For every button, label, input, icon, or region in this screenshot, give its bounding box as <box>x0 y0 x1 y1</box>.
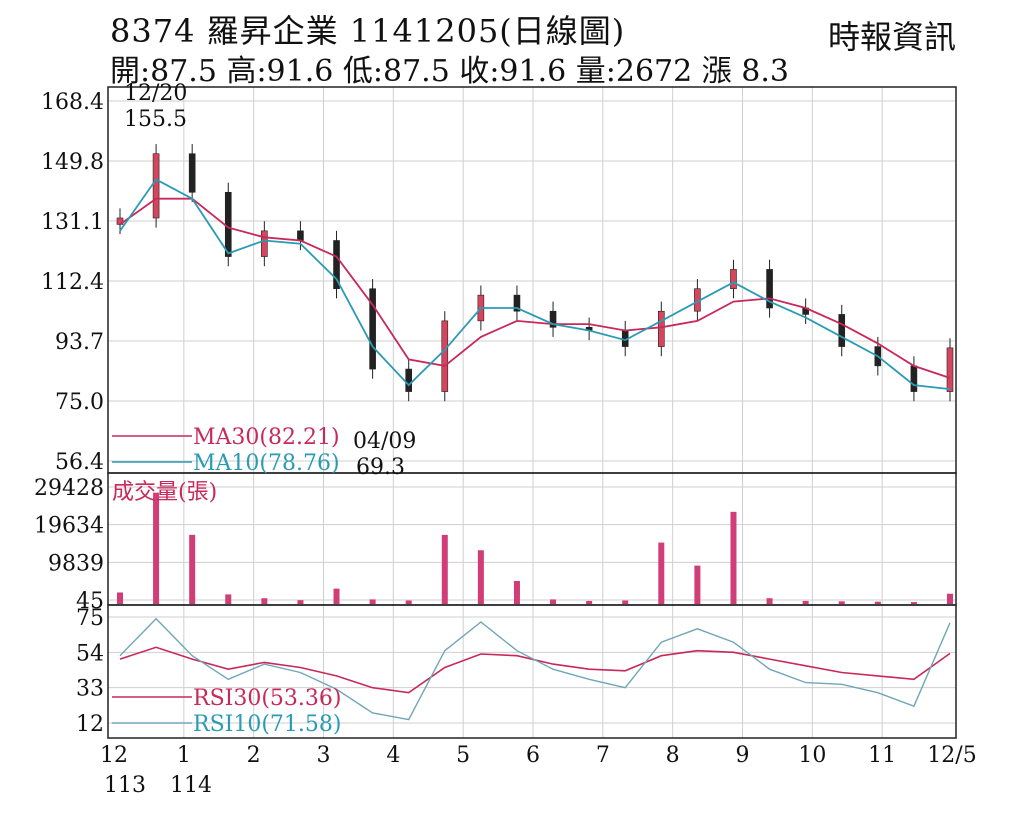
volume-bar <box>405 600 412 604</box>
price-panel <box>107 86 957 474</box>
x-tick-label: 1 <box>177 743 191 768</box>
legend-ma30: MA30(82.21) <box>193 425 340 450</box>
candle <box>224 191 232 257</box>
price-y-tick: 56.4 <box>55 450 104 475</box>
legend-ma10: MA10(78.76) <box>193 451 340 476</box>
volume-bar <box>838 601 845 604</box>
price-y-tick: 168.4 <box>41 90 104 115</box>
x-tick-label: 11 <box>868 743 896 768</box>
price-y-tick: 93.7 <box>55 330 104 355</box>
annotation-high-date: 12/20 <box>124 81 187 106</box>
x-tick-label: 7 <box>596 743 610 768</box>
candle <box>658 310 665 347</box>
legend-rsi30: RSI30(53.36) <box>193 686 341 711</box>
rsi10-line <box>119 617 951 721</box>
rsi-panel <box>107 604 957 739</box>
chart-title: 8374 羅昇企業 1141205(日線圖) <box>110 12 626 50</box>
volume-bar <box>153 492 160 604</box>
rsi-y-tick: 75 <box>76 606 104 631</box>
volume-bar <box>297 600 304 604</box>
volume-bar <box>513 580 520 604</box>
legend-rsi10: RSI10(71.58) <box>193 712 341 737</box>
price-y-tick: 131.1 <box>41 210 104 235</box>
volume-bar <box>477 550 484 604</box>
volume-bar <box>622 600 629 604</box>
x-tick-label: 12 <box>100 743 128 768</box>
rsi-y-tick: 33 <box>76 677 104 702</box>
price-y-tick: 112.4 <box>41 270 104 295</box>
volume-bar <box>802 600 809 604</box>
ma10-line <box>119 178 951 390</box>
x-axis-ticks: 12 1 2 3 4 5 6 7 8 9 10 11 12/5 <box>100 743 977 768</box>
ma30-line <box>119 197 951 379</box>
volume-bar <box>766 598 773 604</box>
annotation-low-date: 04/09 <box>353 429 416 454</box>
candle <box>513 294 521 312</box>
price-y-tick: 149.8 <box>41 150 104 175</box>
volume-bar <box>658 542 665 604</box>
volume-bar <box>189 534 196 604</box>
x-tick-label: 4 <box>386 743 400 768</box>
volume-bar <box>369 599 376 604</box>
candle <box>441 320 449 392</box>
candle <box>152 153 160 219</box>
candle <box>766 269 773 309</box>
volume-bar <box>441 534 448 604</box>
candle <box>730 269 737 290</box>
x-tick-label: 9 <box>736 743 750 768</box>
volume-y-tick: 9839 <box>48 551 104 576</box>
volume-title: 成交量(張) <box>112 480 217 505</box>
volume-panel <box>107 472 957 606</box>
volume-bar <box>694 565 701 604</box>
annotation-high-value: 155.5 <box>124 107 187 132</box>
x-tick-label: 2 <box>247 743 261 768</box>
candle <box>838 314 846 347</box>
rsi-y-tick: 12 <box>76 712 104 737</box>
volume-y-tick: 29428 <box>34 476 104 501</box>
volume-bar <box>261 598 268 604</box>
x-tick-label: 8 <box>666 743 680 768</box>
volume-bar <box>947 593 953 604</box>
candle <box>333 240 340 290</box>
volume-bar <box>586 600 593 604</box>
candle <box>188 153 196 193</box>
volume-bar <box>730 511 737 604</box>
candle <box>910 365 918 392</box>
price-y-tick: 75.0 <box>55 390 104 415</box>
volume-bar <box>333 588 340 604</box>
volume-bar <box>874 601 881 604</box>
volume-bars <box>117 492 953 604</box>
candle <box>369 288 376 370</box>
rsi-y-tick: 54 <box>76 641 104 666</box>
candle <box>946 347 954 392</box>
candle <box>297 230 304 241</box>
volume-bar <box>910 602 917 604</box>
candle <box>405 368 412 392</box>
volume-y-ticks: 29428 19634 9839 45 <box>34 476 104 614</box>
source-label: 時報資訊 <box>827 18 956 56</box>
x-tick-label: 5 <box>456 743 470 768</box>
volume-bar <box>550 599 557 604</box>
candlestick-series <box>116 144 954 402</box>
candle <box>549 310 557 328</box>
volume-bar <box>225 594 232 604</box>
year-label-113: 113 <box>104 773 146 798</box>
year-label-114: 114 <box>170 773 212 798</box>
grid-lines <box>108 87 956 738</box>
x-tick-label: 10 <box>798 743 826 768</box>
ohlc-summary: 開:87.5 高:91.6 低:87.5 收:91.6 量:2672 漲 8.3 <box>110 54 789 89</box>
candle <box>261 230 268 257</box>
x-tick-label: 12/5 <box>927 743 976 768</box>
volume-y-tick: 45 <box>76 589 104 614</box>
volume-y-tick: 19634 <box>34 514 104 539</box>
volume-bar <box>117 592 123 604</box>
x-tick-label: 3 <box>317 743 331 768</box>
annotation-low-value: 69.3 <box>356 455 405 480</box>
rsi-y-ticks: 75 54 33 12 <box>76 606 104 737</box>
price-y-ticks: 168.4 149.8 131.1 112.4 93.7 75.0 56.4 <box>41 90 104 475</box>
x-tick-label: 6 <box>526 743 540 768</box>
